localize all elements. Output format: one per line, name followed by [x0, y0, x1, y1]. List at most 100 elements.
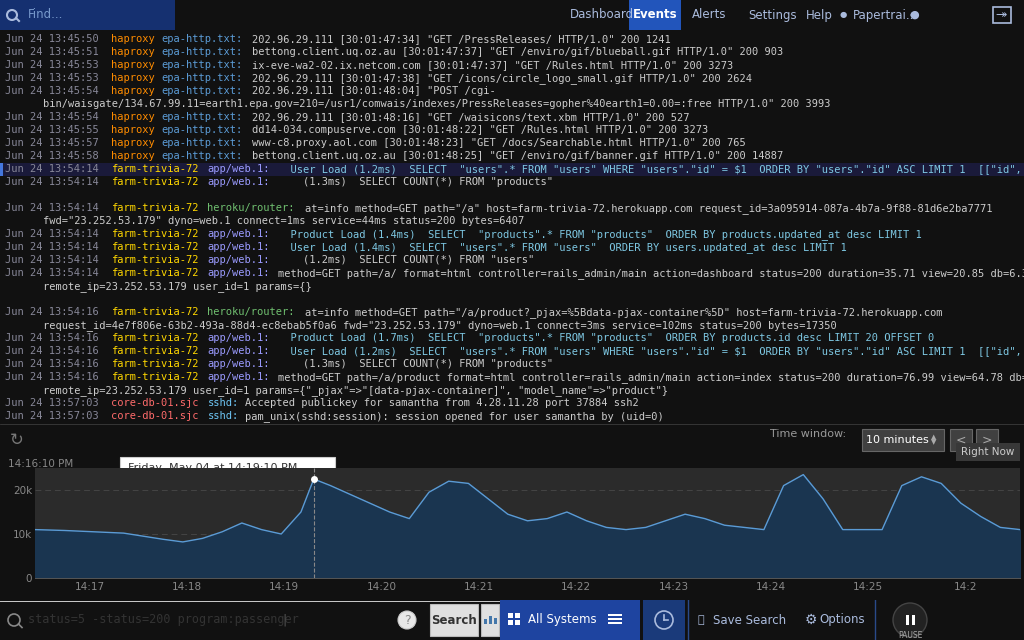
- Text: haproxy: haproxy: [111, 138, 155, 148]
- Text: |: |: [282, 614, 287, 627]
- Text: epa-http.txt:: epa-http.txt:: [161, 151, 243, 161]
- Text: Jun 24 13:57:03: Jun 24 13:57:03: [5, 398, 98, 408]
- Text: epa-http.txt:: epa-http.txt:: [161, 138, 243, 148]
- Text: haproxy: haproxy: [111, 60, 155, 70]
- Text: farm-trivia-72: farm-trivia-72: [111, 242, 199, 252]
- Text: farm-trivia-72: farm-trivia-72: [111, 359, 199, 369]
- Text: epa-http.txt:: epa-http.txt:: [161, 60, 243, 70]
- Text: 202.96.29.111 [30:01:48:04] "POST /cgi-: 202.96.29.111 [30:01:48:04] "POST /cgi-: [252, 86, 496, 96]
- Text: haproxy: haproxy: [111, 34, 155, 44]
- Text: (1.3ms)  SELECT COUNT(*) FROM "products": (1.3ms) SELECT COUNT(*) FROM "products": [279, 359, 553, 369]
- Text: 202.96.29.111 [30:01:48:16] "GET /waisicons/text.xbm HTTP/1.0" 200 527: 202.96.29.111 [30:01:48:16] "GET /waisic…: [252, 112, 689, 122]
- Text: status=5 -status=200 program:passenger: status=5 -status=200 program:passenger: [28, 614, 299, 627]
- Text: <: <: [955, 433, 967, 447]
- Text: Jun 24 13:57:03: Jun 24 13:57:03: [5, 411, 98, 421]
- Text: farm-trivia-72: farm-trivia-72: [111, 203, 199, 213]
- Text: app/web.1:: app/web.1:: [208, 346, 270, 356]
- Bar: [862, 429, 944, 451]
- Bar: [515, 620, 520, 625]
- Text: User Load (1.2ms)  SELECT  "users".* FROM "users" WHERE "users"."id" = $1  ORDER: User Load (1.2ms) SELECT "users".* FROM …: [279, 346, 1024, 356]
- Text: app/web.1:: app/web.1:: [208, 177, 270, 187]
- Bar: [976, 429, 998, 451]
- Text: epa-http.txt:: epa-http.txt:: [161, 34, 243, 44]
- Text: ●: ●: [840, 10, 847, 19]
- Bar: [0, 0, 175, 30]
- Text: app/web.1:: app/web.1:: [208, 229, 270, 239]
- Text: bin/waisgate/134.67.99.11=earth1.epa.gov=210=/usr1/comwais/indexes/PressReleases: bin/waisgate/134.67.99.11=earth1.epa.gov…: [18, 99, 830, 109]
- Text: haproxy: haproxy: [111, 151, 155, 161]
- Text: pam_unix(sshd:session): session opened for user samantha by (uid=0): pam_unix(sshd:session): session opened f…: [246, 411, 665, 422]
- Text: User Load (1.4ms)  SELECT  "users".* FROM "users"  ORDER BY users.updated_at des: User Load (1.4ms) SELECT "users".* FROM …: [279, 242, 847, 253]
- Text: app/web.1:: app/web.1:: [208, 164, 270, 174]
- Text: User Load (1.2ms)  SELECT  "users".* FROM "users" WHERE "users"."id" = $1  ORDER: User Load (1.2ms) SELECT "users".* FROM …: [279, 164, 1024, 174]
- Bar: [629, 0, 681, 30]
- Text: epa-http.txt:: epa-http.txt:: [161, 125, 243, 135]
- Text: farm-trivia-72: farm-trivia-72: [111, 307, 199, 317]
- Text: www-c8.proxy.aol.com [30:01:48:23] "GET /docs/Searchable.html HTTP/1.0" 200 765: www-c8.proxy.aol.com [30:01:48:23] "GET …: [252, 138, 745, 148]
- Text: 202.96.29.111 [30:01:47:34] "GET /PressReleases/ HTTP/1.0" 200 1241: 202.96.29.111 [30:01:47:34] "GET /PressR…: [252, 34, 671, 44]
- Text: Jun 24 13:54:14: Jun 24 13:54:14: [5, 268, 98, 278]
- Text: remote_ip=23.252.53.179 user_id=1 params={}: remote_ip=23.252.53.179 user_id=1 params…: [18, 281, 311, 292]
- Text: Jun 24 13:54:16: Jun 24 13:54:16: [5, 359, 98, 369]
- Text: haproxy: haproxy: [111, 112, 155, 122]
- Text: farm-trivia-72: farm-trivia-72: [111, 372, 199, 382]
- Text: Jun 24 13:54:14: Jun 24 13:54:14: [5, 229, 98, 239]
- Text: Jun 24 13:45:54: Jun 24 13:45:54: [5, 112, 98, 122]
- Text: Jun 24 13:54:14: Jun 24 13:54:14: [5, 255, 98, 265]
- Text: epa-http.txt:: epa-http.txt:: [161, 73, 243, 83]
- Text: Product Load (1.7ms)  SELECT  "products".* FROM "products"  ORDER BY products.id: Product Load (1.7ms) SELECT "products".*…: [279, 333, 935, 343]
- Text: farm-trivia-72: farm-trivia-72: [111, 333, 199, 343]
- Bar: [993, 7, 1011, 23]
- Text: ●: ●: [909, 10, 919, 20]
- Bar: [0, 163, 3, 176]
- Text: Product Load (1.4ms)  SELECT  "products".* FROM "products"  ORDER BY products.up: Product Load (1.4ms) SELECT "products".*…: [279, 229, 923, 240]
- Bar: [515, 613, 520, 618]
- Text: >: >: [982, 433, 992, 447]
- Text: (1.3ms)  SELECT COUNT(*) FROM "products": (1.3ms) SELECT COUNT(*) FROM "products": [279, 177, 553, 187]
- Text: core-db-01.sjc: core-db-01.sjc: [111, 398, 199, 408]
- Bar: [608, 614, 622, 616]
- Text: Settings: Settings: [748, 8, 797, 22]
- Text: method=GET path=/a/product format=html controller=rails_admin/main action=index : method=GET path=/a/product format=html c…: [279, 372, 1024, 383]
- Text: Jun 24 13:54:16: Jun 24 13:54:16: [5, 346, 98, 356]
- Bar: [911, 615, 914, 625]
- Text: heroku/router:: heroku/router:: [208, 203, 295, 213]
- Text: ⚙: ⚙: [805, 613, 817, 627]
- Text: Jun 24 13:45:54: Jun 24 13:45:54: [5, 86, 98, 96]
- Text: epa-http.txt:: epa-http.txt:: [161, 86, 243, 96]
- Bar: [484, 619, 487, 624]
- Text: Jun 24 13:45:53: Jun 24 13:45:53: [5, 73, 98, 83]
- Circle shape: [398, 611, 416, 629]
- Text: (1.2ms)  SELECT COUNT(*) FROM "users": (1.2ms) SELECT COUNT(*) FROM "users": [279, 255, 535, 265]
- Bar: [0, 163, 1024, 176]
- Text: Accepted publickey for samantha from 4.28.11.28 port 37884 ssh2: Accepted publickey for samantha from 4.2…: [246, 398, 639, 408]
- Text: app/web.1:: app/web.1:: [208, 242, 270, 252]
- Text: Help: Help: [806, 8, 833, 22]
- Text: request_id=4e7f806e-63b2-493a-88d4-ec8ebab5f0a6 fwd="23.252.53.179" dyno=web.1 c: request_id=4e7f806e-63b2-493a-88d4-ec8eb…: [18, 320, 837, 331]
- Text: haproxy: haproxy: [111, 47, 155, 57]
- Text: →: →: [995, 10, 1005, 20]
- Text: at=info method=GET path="/a/product?_pjax=%5Bdata-pjax-container%5D" host=farm-t: at=info method=GET path="/a/product?_pja…: [305, 307, 942, 318]
- Bar: [608, 618, 622, 620]
- Text: Jun 24 13:45:50: Jun 24 13:45:50: [5, 34, 98, 44]
- Text: Time window:: Time window:: [770, 429, 846, 439]
- Circle shape: [893, 603, 927, 637]
- Text: app/web.1:: app/web.1:: [208, 333, 270, 343]
- Text: 🔖: 🔖: [698, 615, 705, 625]
- Text: Jun 24 13:45:58: Jun 24 13:45:58: [5, 151, 98, 161]
- Text: farm-trivia-72: farm-trivia-72: [111, 229, 199, 239]
- Text: Jun 24 13:54:14: Jun 24 13:54:14: [5, 177, 98, 187]
- Text: Jun 24 13:54:16: Jun 24 13:54:16: [5, 307, 98, 317]
- Text: →: →: [997, 10, 1007, 20]
- Text: app/web.1:: app/web.1:: [208, 268, 270, 278]
- Text: ↻: ↻: [10, 431, 24, 449]
- Text: All Systems: All Systems: [528, 614, 597, 627]
- Text: Search: Search: [431, 614, 477, 627]
- Text: haproxy: haproxy: [111, 86, 155, 96]
- Text: remote_ip=23.252.53.179 user_id=1 params={"_pjax"=>"[data-pjax-container]", "mod: remote_ip=23.252.53.179 user_id=1 params…: [18, 385, 668, 396]
- Circle shape: [129, 494, 139, 504]
- Text: farm-trivia-72: farm-trivia-72: [111, 268, 199, 278]
- Text: farm-trivia-72: farm-trivia-72: [111, 255, 199, 265]
- Text: Right Now: Right Now: [962, 447, 1015, 457]
- Bar: [905, 615, 908, 625]
